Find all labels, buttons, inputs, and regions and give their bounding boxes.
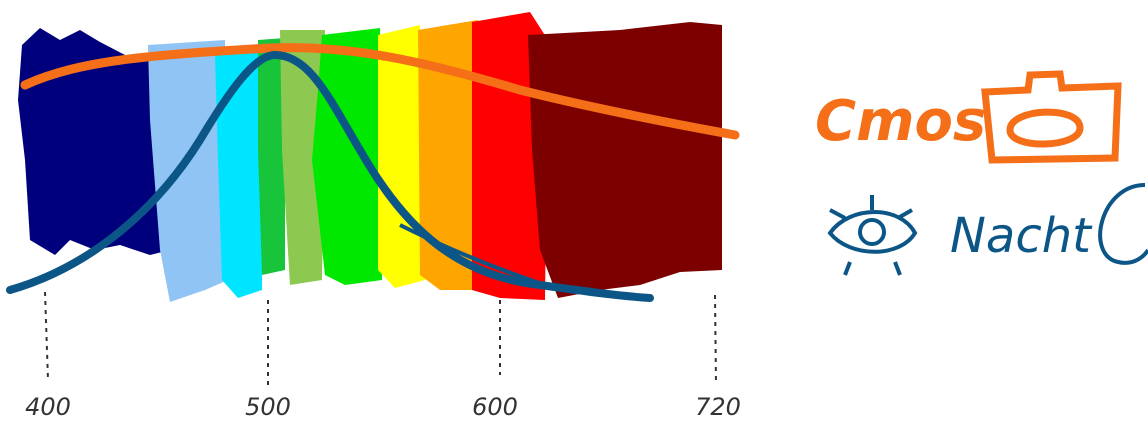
band-green — [312, 28, 382, 285]
tick-line — [45, 292, 48, 380]
camera-icon — [985, 74, 1118, 160]
tick-label: 600 — [472, 393, 518, 421]
moon-icon — [1100, 185, 1148, 263]
page: 400500600720 Cmos Nacht (() => { const d… — [0, 0, 1148, 426]
band-darkred — [528, 22, 722, 298]
sketch: 400 500 600 720 Cmos Nacht — [0, 0, 1148, 426]
tick-label: 500 — [245, 393, 291, 421]
tick-line — [715, 295, 716, 385]
eye-icon — [830, 195, 915, 275]
tick-labels: 400 500 600 720 — [25, 393, 741, 421]
legend-night: Nacht — [950, 208, 1093, 264]
legend: Cmos Nacht — [815, 74, 1148, 275]
axis — [45, 292, 716, 385]
tick-label: 720 — [695, 393, 741, 421]
legend-cmos: Cmos — [815, 89, 986, 154]
tick-label: 400 — [25, 393, 71, 421]
